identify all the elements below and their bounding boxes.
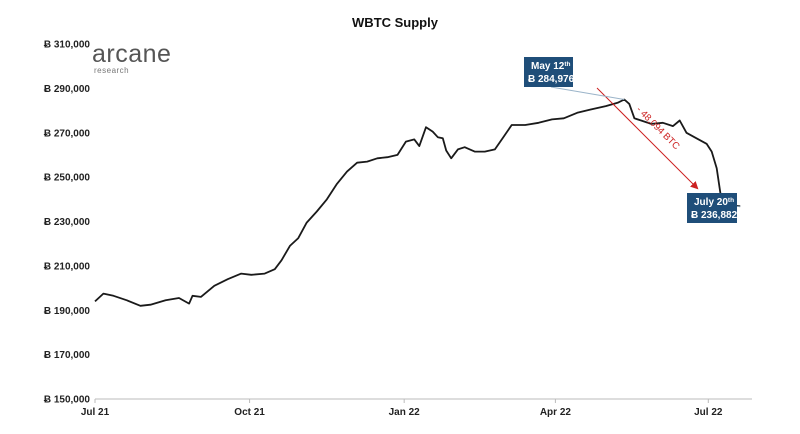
y-tick-label: Ƀ 290,000	[44, 84, 91, 95]
y-tick-label: Ƀ 310,000	[44, 40, 91, 51]
x-tick-label: Jan 22	[389, 407, 421, 418]
logo-sub: research	[94, 66, 129, 75]
callouts: May 12th Ƀ 284,976 July 20th Ƀ 236,882	[524, 57, 741, 223]
change-label: - 48,094 BTC	[634, 104, 682, 152]
callout-date: May 12th	[531, 61, 571, 72]
y-tick-label: Ƀ 210,000	[44, 261, 91, 272]
change-arrow	[596, 87, 699, 190]
x-tick-label: Oct 21	[234, 407, 265, 418]
change-annotation: - 48,094 BTC	[596, 87, 699, 190]
x-tick-label: Jul 22	[694, 407, 723, 418]
callout-box	[687, 193, 737, 223]
y-tick-label: Ƀ 250,000	[44, 173, 91, 184]
y-tick-label: Ƀ 170,000	[44, 350, 91, 361]
callout-value: Ƀ 284,976	[528, 74, 575, 85]
logo-name: arcane	[92, 40, 171, 68]
x-axis: Jul 21 Oct 21 Jan 22 Apr 22 Jul 22	[81, 398, 752, 418]
callout-date: July 20th	[694, 197, 734, 208]
x-tick-label: Apr 22	[540, 407, 572, 418]
callout-connector	[550, 86, 625, 101]
callout-peak: May 12th Ƀ 284,976	[524, 57, 575, 87]
y-tick-label: Ƀ 230,000	[44, 217, 91, 228]
callout-box	[524, 57, 573, 87]
y-tick-label: Ƀ 190,000	[44, 306, 91, 317]
series-line	[94, 98, 741, 307]
plot-area	[94, 98, 741, 307]
y-axis: Ƀ 310,000 Ƀ 290,000 Ƀ 270,000 Ƀ 250,000 Ƀ 23…	[44, 40, 91, 406]
callout-value: Ƀ 236,882	[691, 210, 738, 221]
chart-title: WBTC Supply	[352, 15, 439, 30]
x-tick-label: Jul 21	[81, 407, 110, 418]
y-tick-label: Ƀ 270,000	[44, 128, 91, 139]
callout-latest: July 20th Ƀ 236,882	[687, 193, 738, 223]
logo: arcane research	[92, 40, 171, 75]
y-tick-label: Ƀ 150,000	[44, 395, 91, 406]
